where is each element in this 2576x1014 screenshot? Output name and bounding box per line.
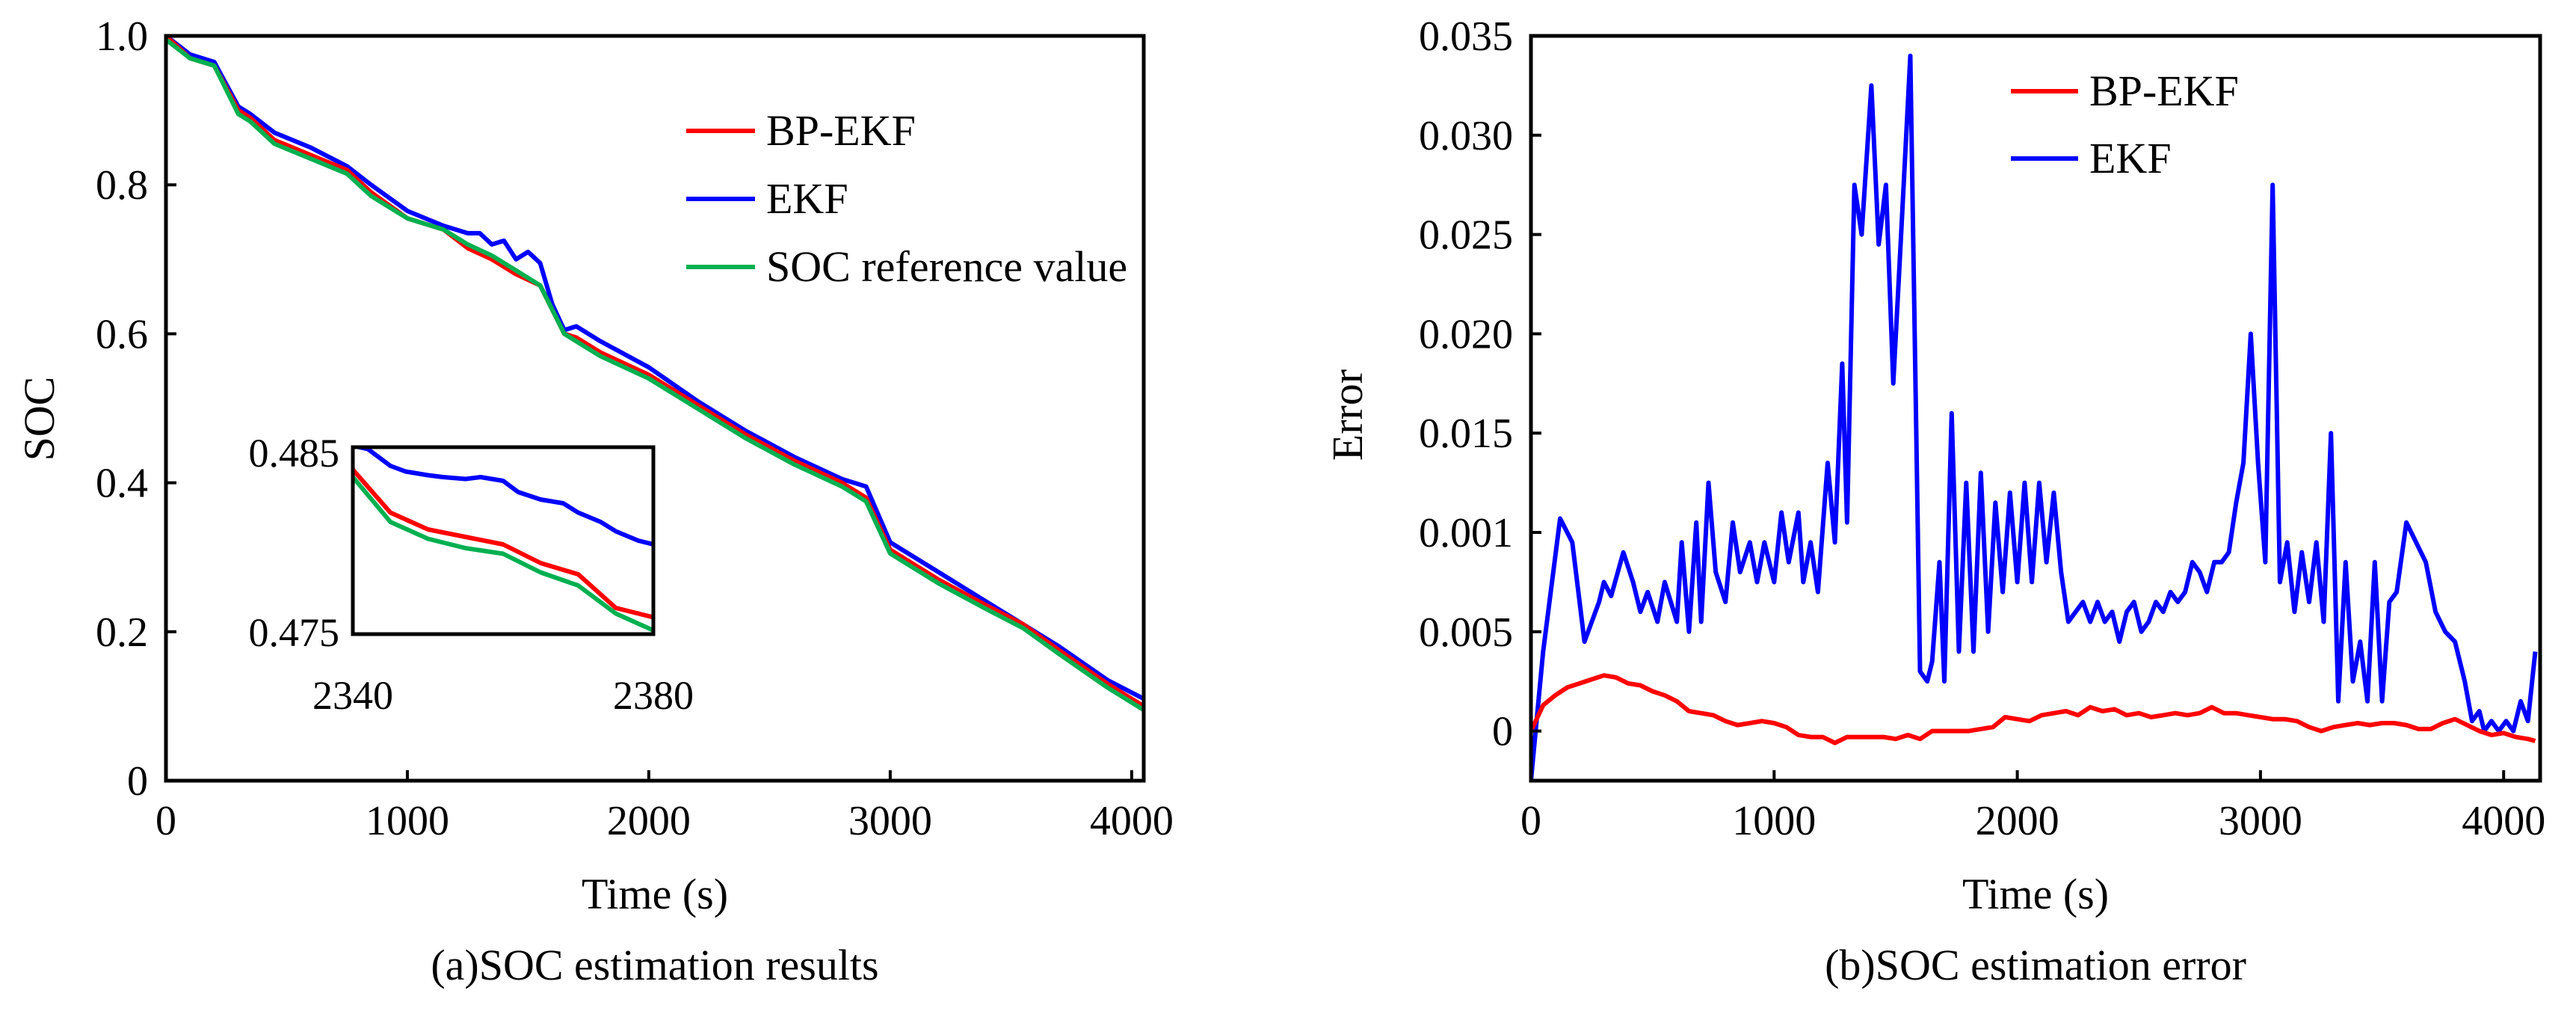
chart-a-y-ticks: 0 0.2 0.4 0.6 0.8 1.0 xyxy=(96,13,176,805)
chart-a-caption: (a)SOC estimation results xyxy=(431,941,878,989)
y-tick-label: 0 xyxy=(1492,709,1513,755)
chart-a-plot-frame xyxy=(164,34,1146,783)
chart-b-x-label: Time (s) xyxy=(1962,870,2109,918)
y-tick-label: 0.001 xyxy=(1419,510,1513,556)
chart-b-series-bp-ekf xyxy=(1531,673,2536,746)
legend-a-ekf-label: EKF xyxy=(766,174,848,223)
inset-series-group xyxy=(353,447,653,633)
legend-a-bp-ekf-label: BP-EKF xyxy=(766,106,916,155)
y-tick-label: 0.8 xyxy=(96,162,148,209)
chart-a-series-ekf xyxy=(166,36,1144,701)
inset-frame xyxy=(351,445,656,636)
chart-b-x-ticks: 0 1000 2000 3000 4000 xyxy=(1520,770,2545,844)
x-tick-label: 1000 xyxy=(1732,798,1816,844)
y-tick-label: 0.025 xyxy=(1419,212,1513,259)
chart-a-y-label: SOC xyxy=(15,377,64,461)
chart-b-legend: BP-EKF EKF xyxy=(2011,67,2239,182)
x-tick-label: 1000 xyxy=(366,798,449,844)
chart-b-series-ekf xyxy=(1531,53,2538,781)
y-tick-label: 0.6 xyxy=(96,311,148,357)
x-tick-label: 0 xyxy=(155,798,176,844)
chart-a-x-ticks: 0 1000 2000 3000 4000 xyxy=(155,770,1174,844)
inset-series-bp-ekf xyxy=(353,468,653,620)
y-tick-label: 0.005 xyxy=(1419,609,1513,656)
chart-b-plot-frame xyxy=(1529,34,2542,783)
inset-y-tick-top: 0.485 xyxy=(249,431,340,476)
x-tick-label: 2000 xyxy=(1976,798,2059,844)
x-tick-label: 2000 xyxy=(607,798,691,844)
x-tick-label: 4000 xyxy=(1090,798,1174,844)
y-tick-label: 0.4 xyxy=(96,461,148,507)
y-tick-label: 0.015 xyxy=(1419,411,1513,457)
chart-a: 0 1000 2000 3000 4000 0 0.2 0.4 0.6 0.8 1.0 Time … xyxy=(15,13,1174,989)
legend-b-ekf-label: EKF xyxy=(2089,134,2172,182)
legend-b-bp-ekf-label: BP-EKF xyxy=(2089,67,2239,115)
chart-b-series-group xyxy=(1531,53,2538,781)
inset-series-ekf xyxy=(353,447,653,547)
y-tick-label: 0.2 xyxy=(96,609,148,656)
chart-b: 0 1000 2000 3000 4000 00.0050.0010.0150.0200… xyxy=(1323,13,2545,989)
chart-b-y-ticks: 0 0.005 0.001 0.015 0.020 0.025 0.030 0.035 xyxy=(1419,13,1541,755)
chart-a-legend: BP-EKF EKF SOC reference value xyxy=(686,106,1127,291)
x-tick-label: 0 xyxy=(1520,798,1541,844)
x-tick-label: 4000 xyxy=(2462,798,2545,844)
inset-series-soc-reference-value xyxy=(353,476,653,633)
inset-x-tick-left: 2340 xyxy=(312,673,393,718)
inset-y-tick-bottom: 0.475 xyxy=(249,610,340,655)
chart-a-series-soc-reference-value xyxy=(166,37,1144,712)
y-tick-label: 0.030 xyxy=(1419,113,1513,159)
chart-a-x-label: Time (s) xyxy=(582,870,728,918)
y-tick-label: 0 xyxy=(127,758,148,805)
y-tick-label: 0.035 xyxy=(1419,13,1513,60)
y-tick-label: 1.0 xyxy=(96,13,148,60)
y-tick-label: 0.020 xyxy=(1419,311,1513,357)
chart-a-inset: 0.485 0.475 2340 2380 xyxy=(249,431,694,718)
chart-b-y-label: Error xyxy=(1323,369,1372,461)
x-tick-label: 3000 xyxy=(2219,798,2302,844)
chart-a-series-group xyxy=(166,36,1144,712)
x-tick-label: 3000 xyxy=(848,798,932,844)
inset-x-tick-right: 2380 xyxy=(613,673,694,718)
legend-a-soc-reference-label: SOC reference value xyxy=(766,242,1127,291)
chart-b-caption: (b)SOC estimation error xyxy=(1825,941,2246,989)
